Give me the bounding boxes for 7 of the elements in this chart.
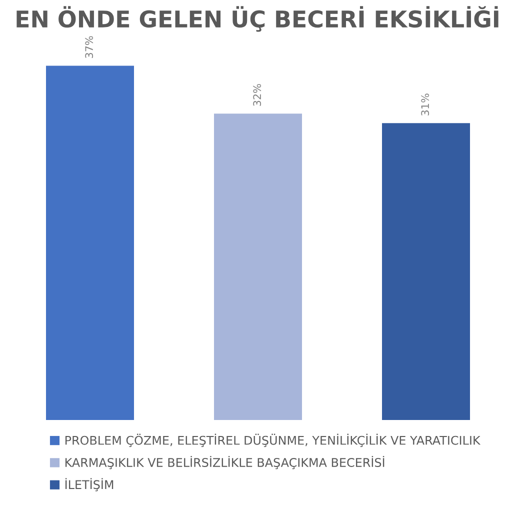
data-label: 37%: [85, 36, 94, 58]
data-label: 32%: [253, 84, 262, 106]
legend-label: PROBLEM ÇÖZME, ELEŞTİREL DÜŞÜNME, YENİLİKÇİLİK VE YARATICILIK: [65, 434, 481, 447]
legend-label: KARMAŞIKLIK VE BELİRSİZLİKLE BAŞAÇIKMA BECERİSİ: [65, 456, 384, 470]
data-label: 31%: [421, 94, 430, 116]
chart-title: EN ÖNDE GELEN ÜÇ BECERİ EKSİKLİĞİ: [16, 6, 498, 32]
legend-label: İLETİŞİM: [65, 478, 114, 492]
